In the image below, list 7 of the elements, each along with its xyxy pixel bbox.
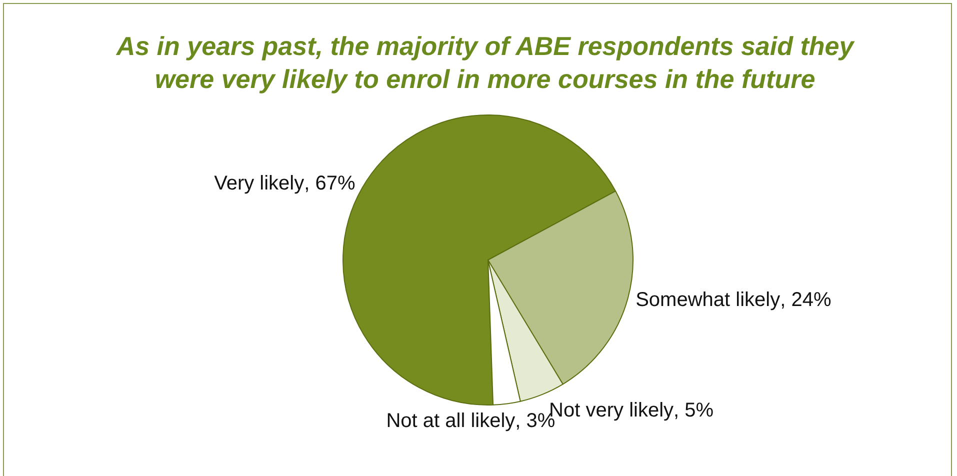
chart-title: As in years past, the majority of ABE respondents said they were very likely to enrol in more courses in the future [115,30,856,96]
slice-label: Not at all likely [386,410,516,432]
slice-label: Somewhat likely [636,288,780,311]
slice-label: Very likely [214,172,304,194]
data-label: , 5% [674,400,714,422]
data-label: , 24% [780,288,832,311]
data-label: , 67% [304,172,356,194]
